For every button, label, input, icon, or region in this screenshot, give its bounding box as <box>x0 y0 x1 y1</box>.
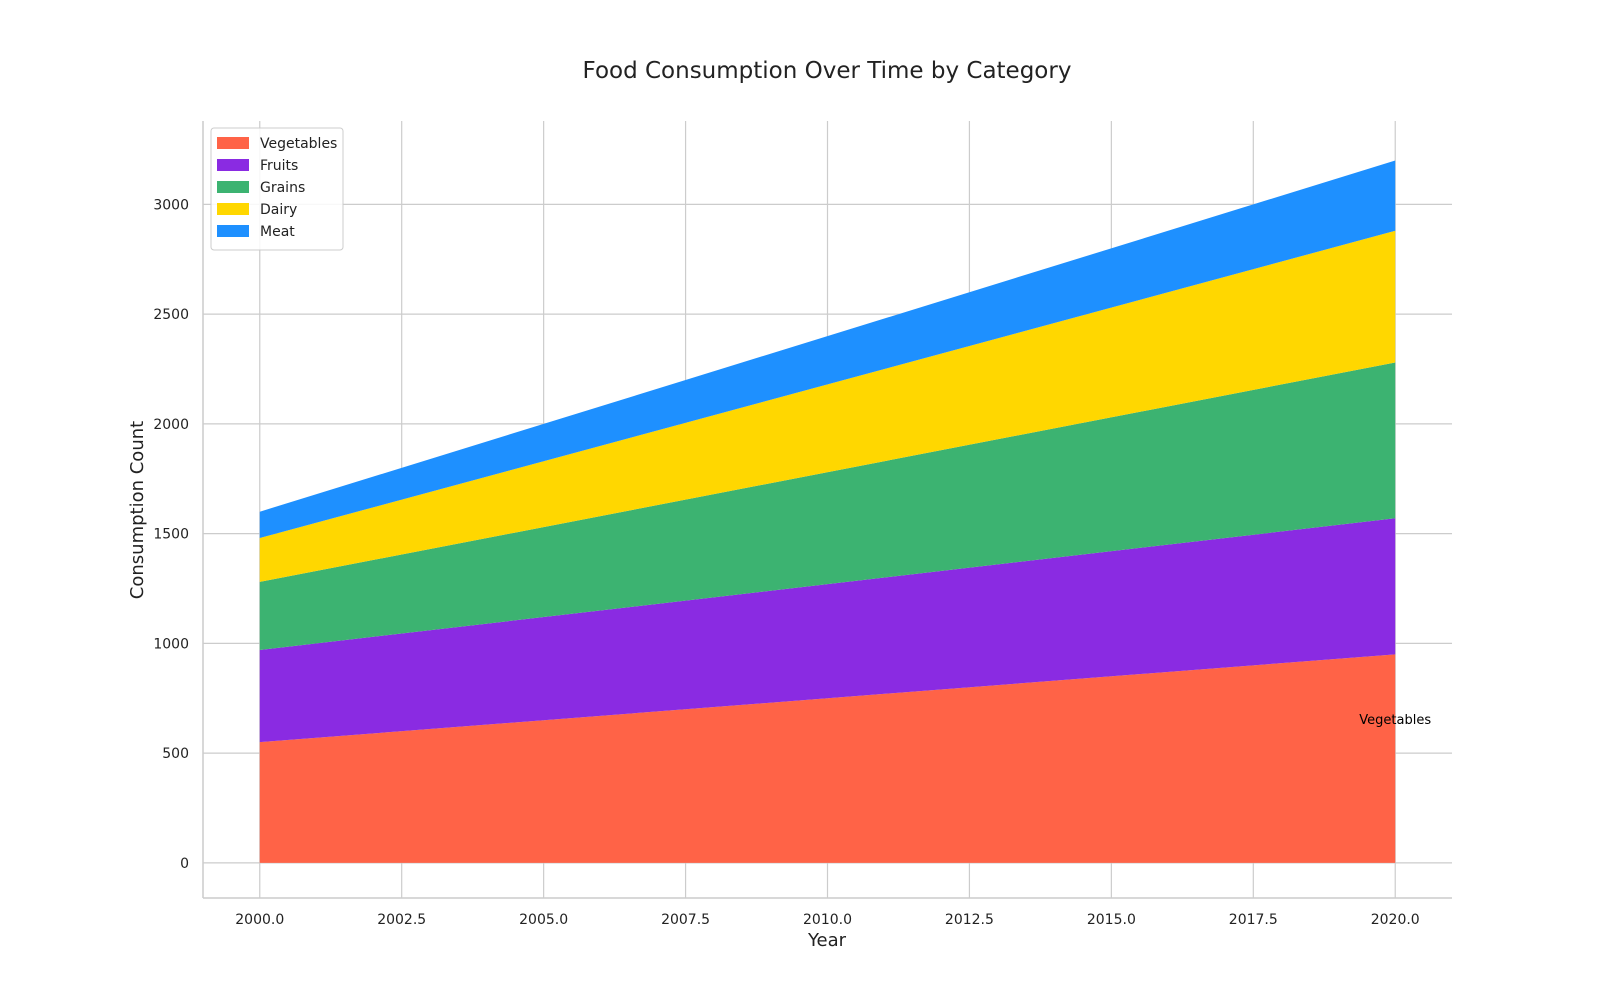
legend-swatch <box>217 181 249 193</box>
y-tick-label: 1500 <box>153 527 189 543</box>
legend-label: Meat <box>260 224 295 240</box>
x-tick-label: 2010.0 <box>803 912 852 928</box>
areas <box>259 160 1396 863</box>
annotations: Vegetables <box>1359 713 1431 728</box>
legend-label: Vegetables <box>260 136 337 152</box>
y-tick-label: 1000 <box>153 636 189 652</box>
annotation-label: Vegetables <box>1359 713 1431 728</box>
x-axis-label: Year <box>807 930 847 951</box>
y-tick-label: 2500 <box>153 307 189 323</box>
legend-swatch <box>217 203 249 215</box>
x-tick-label: 2015.0 <box>1087 912 1136 928</box>
y-tick-label: 500 <box>162 746 189 762</box>
area-dairy <box>259 230 1396 582</box>
area-meat <box>259 160 1396 539</box>
y-axis-label: Consumption Count <box>127 421 148 599</box>
chart-title: Food Consumption Over Time by Category <box>583 58 1072 84</box>
area-fruits <box>259 518 1396 743</box>
x-tick-label: 2017.5 <box>1229 912 1278 928</box>
legend-swatch <box>217 137 249 149</box>
legend-label: Dairy <box>260 202 297 218</box>
y-tick-label: 0 <box>180 856 189 872</box>
y-tick-label: 3000 <box>153 197 189 213</box>
x-tick-label: 2007.5 <box>661 912 710 928</box>
x-tick-label: 2000.0 <box>235 912 284 928</box>
legend-frame <box>210 127 344 251</box>
x-tick-label: 2002.5 <box>377 912 426 928</box>
legend-label: Grains <box>260 180 305 196</box>
y-tick-label: 2000 <box>153 417 189 433</box>
legend-label: Fruits <box>260 158 298 174</box>
area-grains <box>259 362 1396 650</box>
legend-swatch <box>217 159 249 171</box>
axes: 2000.0 2002.5 2005.0 2007.5 2010.0 2012.5 2015… <box>153 121 1452 928</box>
legend-swatch <box>217 225 249 237</box>
area-vegetables <box>259 654 1396 863</box>
x-tick-label: 2005.0 <box>519 912 568 928</box>
x-tick-label: 2012.5 <box>945 912 994 928</box>
legend: Vegetables Fruits Grains Dairy Meat <box>210 127 344 251</box>
x-tick-label: 2020.0 <box>1371 912 1420 928</box>
